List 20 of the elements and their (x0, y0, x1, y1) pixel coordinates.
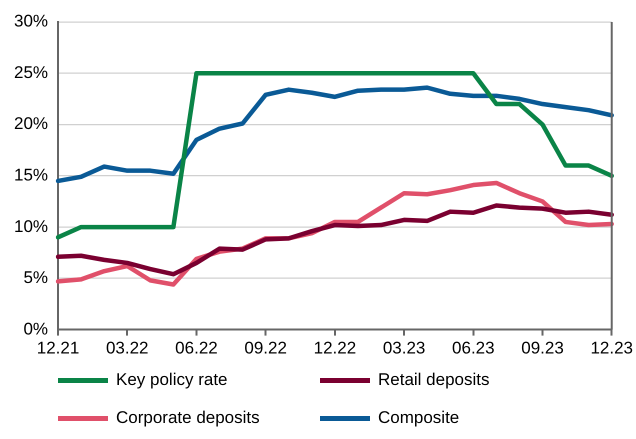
legend-label: Composite (378, 408, 460, 428)
y-tick-label: 20% (14, 114, 48, 134)
y-tick-label: 10% (14, 216, 48, 236)
x-tick-label: 12.22 (314, 338, 356, 358)
x-tick-label: 03.23 (382, 338, 426, 358)
legend-label: Retail deposits (378, 370, 490, 390)
x-tick-label: 12.21 (36, 338, 80, 358)
x-tick-label: 09.22 (244, 338, 287, 358)
y-tick-label: 25% (14, 62, 48, 82)
x-tick-label: 12.23 (590, 338, 634, 358)
y-tick-label: 5% (23, 268, 48, 288)
legend-label: Key policy rate (116, 370, 228, 390)
x-tick-label: 06.23 (452, 338, 495, 358)
y-tick-label: 15% (14, 165, 48, 184)
y-tick-label: 0% (23, 319, 48, 338)
x-tick-label: 09.23 (521, 338, 564, 358)
y-tick-label: 30% (14, 12, 48, 31)
legend-label: Corporate deposits (116, 408, 260, 428)
x-tick-label: 06.22 (175, 338, 218, 358)
x-tick-label: 03.22 (106, 338, 149, 358)
